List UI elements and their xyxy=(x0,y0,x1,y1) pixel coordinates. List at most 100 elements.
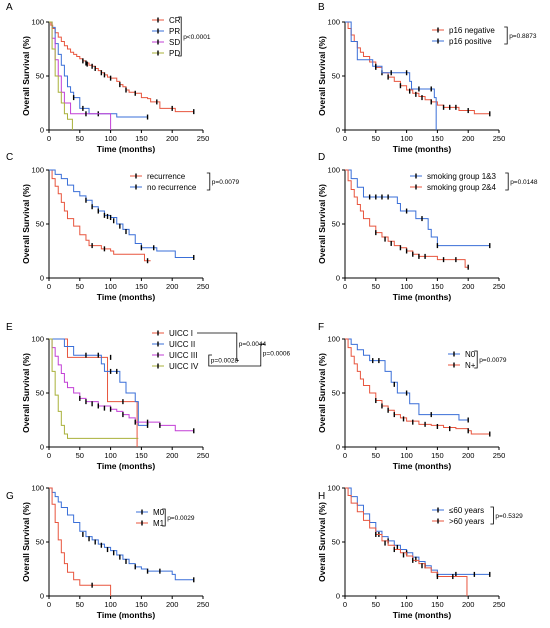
y-axis-label: Overall Survival (%) xyxy=(21,502,31,582)
y-axis-label: Overall Survival (%) xyxy=(317,36,327,116)
x-tick-label: 150 xyxy=(135,451,148,460)
x-tick-label: 150 xyxy=(135,282,148,291)
x-tick-label: 200 xyxy=(166,134,179,143)
p-bracket xyxy=(197,332,239,361)
survival-curve-p16-negative xyxy=(345,21,490,115)
y-axis-label: Overall Survival (%) xyxy=(317,184,327,264)
y-tick-label: 100 xyxy=(327,484,340,493)
p-value: p=0.0044 xyxy=(239,341,267,348)
y-tick-label: 50 xyxy=(36,389,44,398)
p-value: p<0.0001 xyxy=(183,34,211,41)
panel-letter: D xyxy=(318,152,325,163)
x-tick-label: 100 xyxy=(104,134,117,143)
x-tick-label: 100 xyxy=(400,451,413,460)
p-bracket xyxy=(505,172,509,191)
x-axis-label: Time (months) xyxy=(393,144,452,154)
legend-label: UICC II xyxy=(169,340,195,349)
y-axis-label: Overall Survival (%) xyxy=(21,184,31,264)
x-axis-label: Time (months) xyxy=(393,610,452,620)
p-value: p=0.8873 xyxy=(509,33,537,40)
p-bracket xyxy=(490,506,494,525)
legend-label: UICC I xyxy=(169,329,193,338)
x-tick-label: 150 xyxy=(135,600,148,609)
legend-label: UICC III xyxy=(169,351,197,360)
p-value: p=0.0079 xyxy=(212,179,240,186)
x-tick-label: 200 xyxy=(462,282,475,291)
x-tick-label: 0 xyxy=(47,451,51,460)
y-tick-label: 0 xyxy=(40,443,44,452)
y-tick-label: 100 xyxy=(31,166,44,175)
x-tick-label: 200 xyxy=(166,451,179,460)
p-value: p=0.0148 xyxy=(510,179,538,186)
x-tick-label: 200 xyxy=(166,600,179,609)
survival-curve-smoking-group-1-3 xyxy=(345,169,490,247)
x-tick-label: 200 xyxy=(462,451,475,460)
x-tick-label: 100 xyxy=(104,282,117,291)
x-tick-label: 150 xyxy=(431,282,444,291)
x-axis-label: Time (months) xyxy=(393,292,452,302)
legend-label: recurrence xyxy=(147,172,186,181)
x-tick-label: 0 xyxy=(343,451,347,460)
survival-curve-n0 xyxy=(345,338,469,421)
legend-label: smoking group 1&3 xyxy=(427,172,496,181)
survival-curve-pd xyxy=(49,21,73,130)
x-tick-label: 150 xyxy=(431,134,444,143)
y-tick-label: 0 xyxy=(336,274,340,283)
x-tick-label: 0 xyxy=(47,600,51,609)
survival-curve-m0 xyxy=(49,487,194,581)
panel-letter: A xyxy=(6,2,13,13)
x-tick-label: 200 xyxy=(462,600,475,609)
survival-curve-sd xyxy=(49,21,112,130)
x-tick-label: 250 xyxy=(197,451,210,460)
y-tick-label: 100 xyxy=(327,18,340,27)
y-tick-label: 100 xyxy=(327,166,340,175)
x-axis-label: Time (months) xyxy=(97,144,156,154)
x-tick-label: 0 xyxy=(343,282,347,291)
p-value: p=0.0029 xyxy=(167,515,195,522)
y-tick-label: 50 xyxy=(332,389,340,398)
x-tick-label: 50 xyxy=(76,134,84,143)
y-axis-label: Overall Survival (%) xyxy=(317,502,327,582)
x-tick-label: 100 xyxy=(400,600,413,609)
x-tick-label: 50 xyxy=(372,600,380,609)
x-tick-label: 200 xyxy=(462,134,475,143)
legend-label: N+ xyxy=(465,361,476,370)
y-tick-label: 50 xyxy=(332,538,340,547)
panel-letter: G xyxy=(6,491,14,502)
y-tick-label: 50 xyxy=(332,220,340,229)
y-axis-label: Overall Survival (%) xyxy=(317,353,327,433)
x-tick-label: 50 xyxy=(372,451,380,460)
y-tick-label: 100 xyxy=(31,335,44,344)
x-axis-label: Time (months) xyxy=(97,292,156,302)
legend-label: N0 xyxy=(465,350,476,359)
x-tick-label: 250 xyxy=(197,134,210,143)
y-axis-label: Overall Survival (%) xyxy=(21,353,31,433)
legend-label: UICC IV xyxy=(169,362,199,371)
x-tick-label: 150 xyxy=(431,451,444,460)
p-bracket xyxy=(178,16,182,57)
survival-curve-m1 xyxy=(49,487,112,596)
x-tick-label: 50 xyxy=(76,282,84,291)
x-tick-label: 100 xyxy=(104,451,117,460)
y-tick-label: 50 xyxy=(36,220,44,229)
x-tick-label: 0 xyxy=(47,134,51,143)
p-bracket xyxy=(162,508,166,527)
x-tick-label: 250 xyxy=(197,282,210,291)
survival-curve--60-years xyxy=(345,487,468,596)
x-axis-label: Time (months) xyxy=(97,610,156,620)
legend-label: M1 xyxy=(153,519,165,528)
x-tick-label: 250 xyxy=(197,600,210,609)
panel-letter: H xyxy=(318,491,325,502)
p-bracket xyxy=(206,172,211,191)
legend-label: SD xyxy=(169,38,180,47)
legend-label: >60 years xyxy=(449,517,484,526)
p-bracket xyxy=(212,343,265,367)
